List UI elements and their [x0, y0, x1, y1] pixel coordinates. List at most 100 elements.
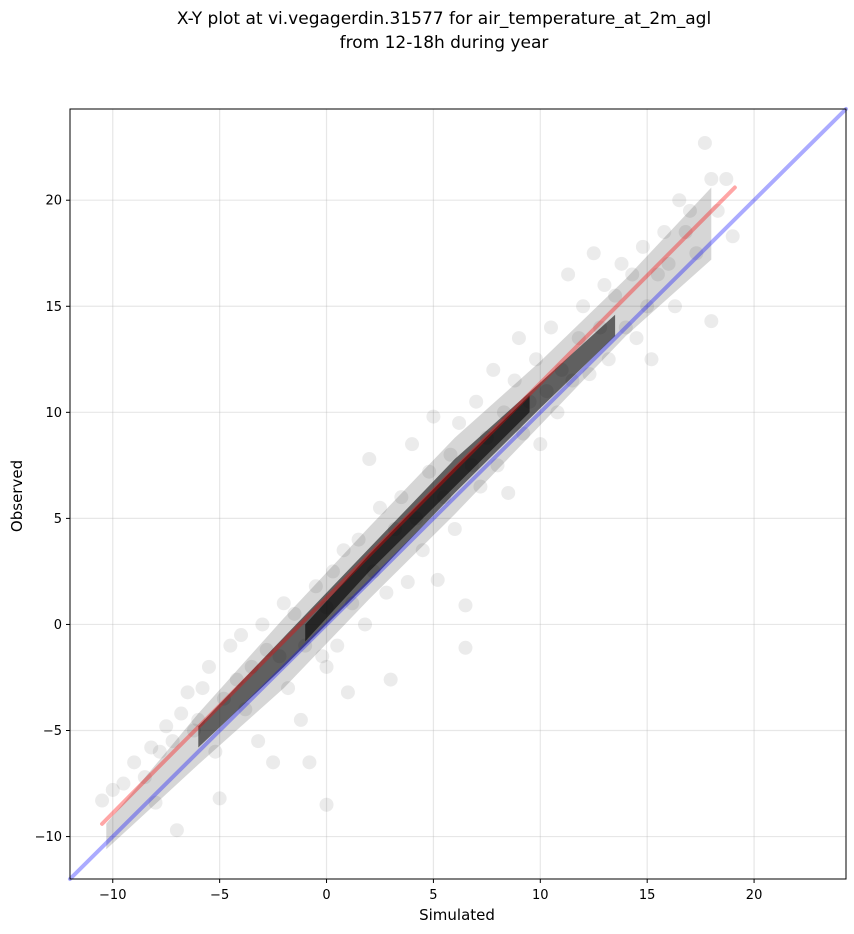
x-tick-label: 0 [322, 888, 330, 903]
data-point [582, 367, 597, 382]
data-point [644, 352, 659, 367]
data-point [507, 373, 522, 388]
data-point [238, 702, 253, 717]
data-point [298, 638, 313, 653]
chart-title-line-2: from 12-18h during year [340, 33, 549, 53]
data-point [640, 299, 655, 314]
data-point [319, 659, 334, 674]
data-point [452, 415, 467, 430]
data-point [501, 485, 516, 500]
data-point [308, 579, 323, 594]
data-point [229, 672, 244, 687]
data-point [165, 734, 180, 749]
data-point [539, 384, 554, 399]
data-point [351, 532, 366, 547]
data-point [319, 797, 334, 812]
data-point [358, 617, 373, 632]
data-point [336, 543, 351, 558]
data-point [287, 606, 302, 621]
data-point [490, 458, 505, 473]
data-point [302, 755, 317, 770]
data-point [293, 712, 308, 727]
data-point [144, 740, 159, 755]
data-point [137, 770, 152, 785]
data-point [195, 681, 210, 696]
data-point [169, 823, 184, 838]
data-point [657, 225, 672, 240]
data-point [667, 299, 682, 314]
grid [70, 109, 846, 879]
data-point [682, 203, 697, 218]
data-point [464, 458, 479, 473]
data-point [244, 659, 259, 674]
density-band-dense [305, 395, 530, 642]
x-axis-label: Simulated [419, 906, 495, 924]
data-point [697, 135, 712, 150]
x-tick-label: 10 [532, 888, 549, 903]
y-tick-label: 15 [45, 300, 62, 315]
data-point [516, 426, 531, 441]
scatter-points [95, 135, 740, 838]
data-point [550, 405, 565, 420]
data-point [496, 405, 511, 420]
data-point [191, 712, 206, 727]
data-point [458, 598, 473, 613]
data-point [394, 490, 409, 505]
data-point [635, 239, 650, 254]
data-point [281, 681, 296, 696]
data-point [116, 776, 131, 791]
data-point [152, 744, 167, 759]
data-point [672, 193, 687, 208]
data-point [443, 447, 458, 462]
data-point [710, 203, 725, 218]
data-point [383, 672, 398, 687]
data-point [661, 256, 676, 271]
data-point [266, 755, 281, 770]
data-point [345, 596, 360, 611]
data-point [400, 575, 415, 590]
data-point [174, 706, 189, 721]
data-point [255, 617, 270, 632]
data-point [148, 795, 163, 810]
data-point [159, 719, 174, 734]
data-point [447, 522, 462, 536]
data-point [251, 734, 266, 749]
data-point [387, 522, 402, 536]
axis-ticks: −10 −5 0 5 10 15 20 −10 −5 0 5 10 15 20 [35, 194, 763, 903]
data-point [409, 511, 424, 526]
data-point [725, 229, 740, 244]
data-point [533, 437, 548, 452]
identity-line [68, 107, 848, 881]
y-tick-label: 5 [54, 512, 62, 527]
data-point [608, 288, 623, 303]
data-point [430, 572, 445, 587]
data-point [473, 479, 488, 494]
data-point [379, 585, 394, 600]
x-tick-label: 15 [639, 888, 656, 903]
data-point [259, 642, 274, 657]
data-point [597, 278, 612, 293]
data-point [678, 225, 693, 240]
data-point [272, 649, 287, 664]
y-tick-label: −10 [35, 830, 62, 845]
data-point [105, 782, 120, 797]
x-tick-label: −10 [99, 888, 126, 903]
data-point [614, 256, 629, 271]
data-point [330, 638, 345, 653]
data-point [208, 744, 223, 759]
data-point [618, 320, 633, 335]
data-point [586, 246, 601, 261]
data-point [469, 394, 484, 409]
data-point [704, 172, 719, 186]
data-point [426, 409, 441, 424]
y-tick-label: −5 [43, 724, 62, 739]
data-point [372, 500, 387, 515]
data-point [223, 638, 238, 653]
y-axis-label: Observed [8, 460, 26, 532]
data-point [601, 352, 616, 367]
chart-title-line-1: X-Y plot at vi.vegagerdin.31577 for air_… [177, 9, 711, 29]
data-point [340, 685, 355, 700]
data-point [422, 464, 437, 479]
x-tick-label: 20 [746, 888, 763, 903]
data-point [565, 373, 580, 388]
